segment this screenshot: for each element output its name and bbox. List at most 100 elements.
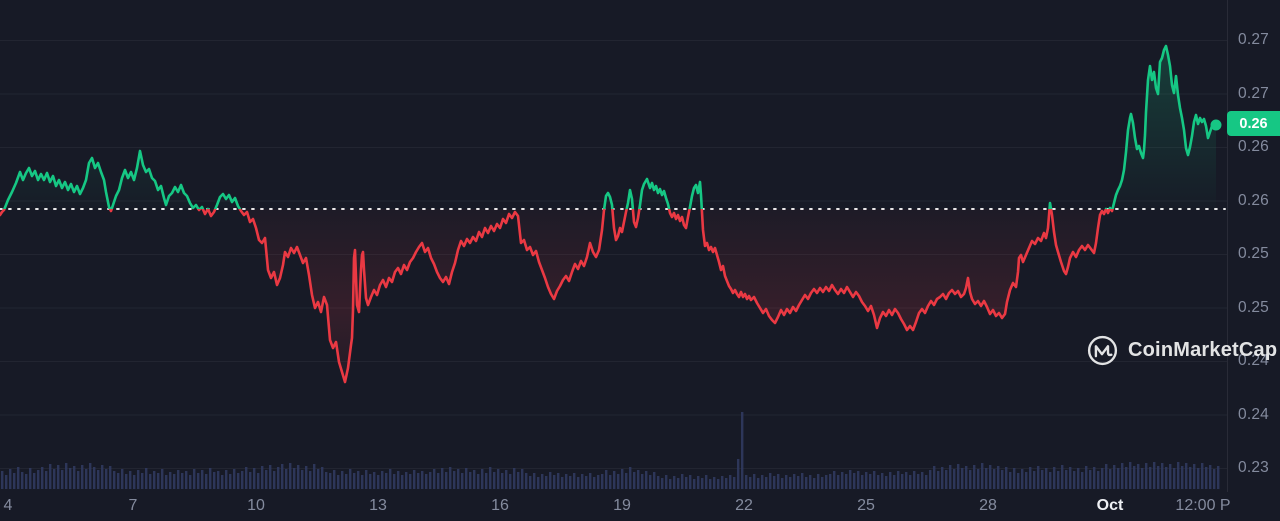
volume-bar [245, 467, 248, 489]
volume-bar [1017, 473, 1020, 489]
volume-bar [649, 475, 652, 489]
volume-bar [1053, 467, 1056, 489]
volume-bar [961, 468, 964, 489]
volume-bar [241, 471, 244, 489]
volume-bar [409, 474, 412, 489]
volume-bar [1045, 468, 1048, 489]
volume-bar [405, 472, 408, 489]
coinmarketcap-watermark-link[interactable]: CoinMarketCap [1086, 334, 1277, 367]
volume-bar [713, 477, 716, 489]
volume-bar [257, 473, 260, 489]
volume-bar [1077, 468, 1080, 489]
volume-bar [249, 472, 252, 489]
volume-bar [493, 472, 496, 489]
volume-bar [801, 473, 804, 489]
volume-bar [9, 469, 12, 489]
volume-bar [1061, 465, 1064, 489]
volume-bar [233, 469, 236, 489]
volume-bar [645, 471, 648, 489]
price-line-green [2, 44, 1218, 209]
volume-bar [85, 469, 88, 489]
volume-bar [329, 473, 332, 489]
volume-bar [429, 472, 432, 489]
volume-bar [461, 473, 464, 489]
volume-bar [929, 470, 932, 489]
volume-bar [381, 471, 384, 489]
volume-bar [653, 472, 656, 489]
volume-bar [757, 478, 760, 489]
volume-bar [49, 464, 52, 489]
volume-bar [1213, 469, 1216, 489]
volume-bar [925, 475, 928, 489]
volume-bar [1133, 466, 1136, 489]
volume-bar [1173, 468, 1176, 489]
volume-bar [777, 474, 780, 489]
volume-bar [413, 470, 416, 489]
volume-bar [829, 474, 832, 489]
volume-bar [377, 475, 380, 489]
volume-bar [297, 465, 300, 489]
volume-bar [117, 473, 120, 489]
volume-bar [113, 471, 116, 489]
x-axis-label: 19 [613, 497, 631, 514]
volume-bar [625, 473, 628, 489]
volume-bar [1149, 467, 1152, 489]
last-price-dot [1210, 119, 1222, 131]
volume-bar [889, 472, 892, 489]
volume-bar [125, 474, 128, 489]
volume-bar [221, 475, 224, 489]
volume-bar [1029, 467, 1032, 489]
volume-bar [389, 469, 392, 489]
volume-bar [581, 474, 584, 489]
volume-bar [533, 473, 536, 489]
volume-bar [53, 469, 56, 489]
volume-bar [1033, 471, 1036, 489]
current-price-badge: 0.26 [1227, 111, 1280, 136]
volume-bar [1069, 467, 1072, 489]
volume-bar [773, 476, 776, 489]
volume-bar [65, 463, 68, 489]
volume-bar [69, 468, 72, 489]
volume-bar [793, 474, 796, 489]
volume-bar [1141, 468, 1144, 489]
volume-bar [449, 467, 452, 489]
volume-bar [81, 465, 84, 489]
x-axis-label: 13 [369, 497, 387, 514]
volume-bar [677, 478, 680, 489]
volume-bar [865, 472, 868, 489]
volume-bar [1, 471, 4, 489]
volume-bar [577, 477, 580, 489]
volume-bar [753, 474, 756, 489]
volume-bar [525, 473, 528, 489]
volume-bar [445, 472, 448, 489]
volume-bar [1205, 467, 1208, 489]
volume-bar [349, 469, 352, 489]
volume-bar [921, 472, 924, 489]
volume-bar [765, 477, 768, 489]
volume-bar [601, 474, 604, 489]
x-axis-label: 12:00 P [1175, 497, 1231, 514]
volume-bar [313, 464, 316, 489]
volume-bar [509, 474, 512, 489]
volume-bar [609, 475, 612, 489]
volume-bar [1065, 470, 1068, 489]
volume-bar [225, 470, 228, 489]
volume-bar [273, 471, 276, 489]
volume-bar [745, 475, 748, 489]
volume-bar [1201, 463, 1204, 489]
y-axis-label: 0.24 [1238, 405, 1269, 423]
volume-bar [137, 470, 140, 489]
volume-bar [585, 476, 588, 489]
volume-bar [505, 470, 508, 489]
volume-bar [213, 472, 216, 489]
volume-bar [785, 475, 788, 489]
volume-bar [693, 479, 696, 489]
volume-bar [593, 477, 596, 489]
volume-bar [869, 474, 872, 489]
volume-bar [557, 473, 560, 489]
volume-bar [93, 467, 96, 489]
volume-bar [365, 470, 368, 489]
volume-bar [949, 465, 952, 489]
